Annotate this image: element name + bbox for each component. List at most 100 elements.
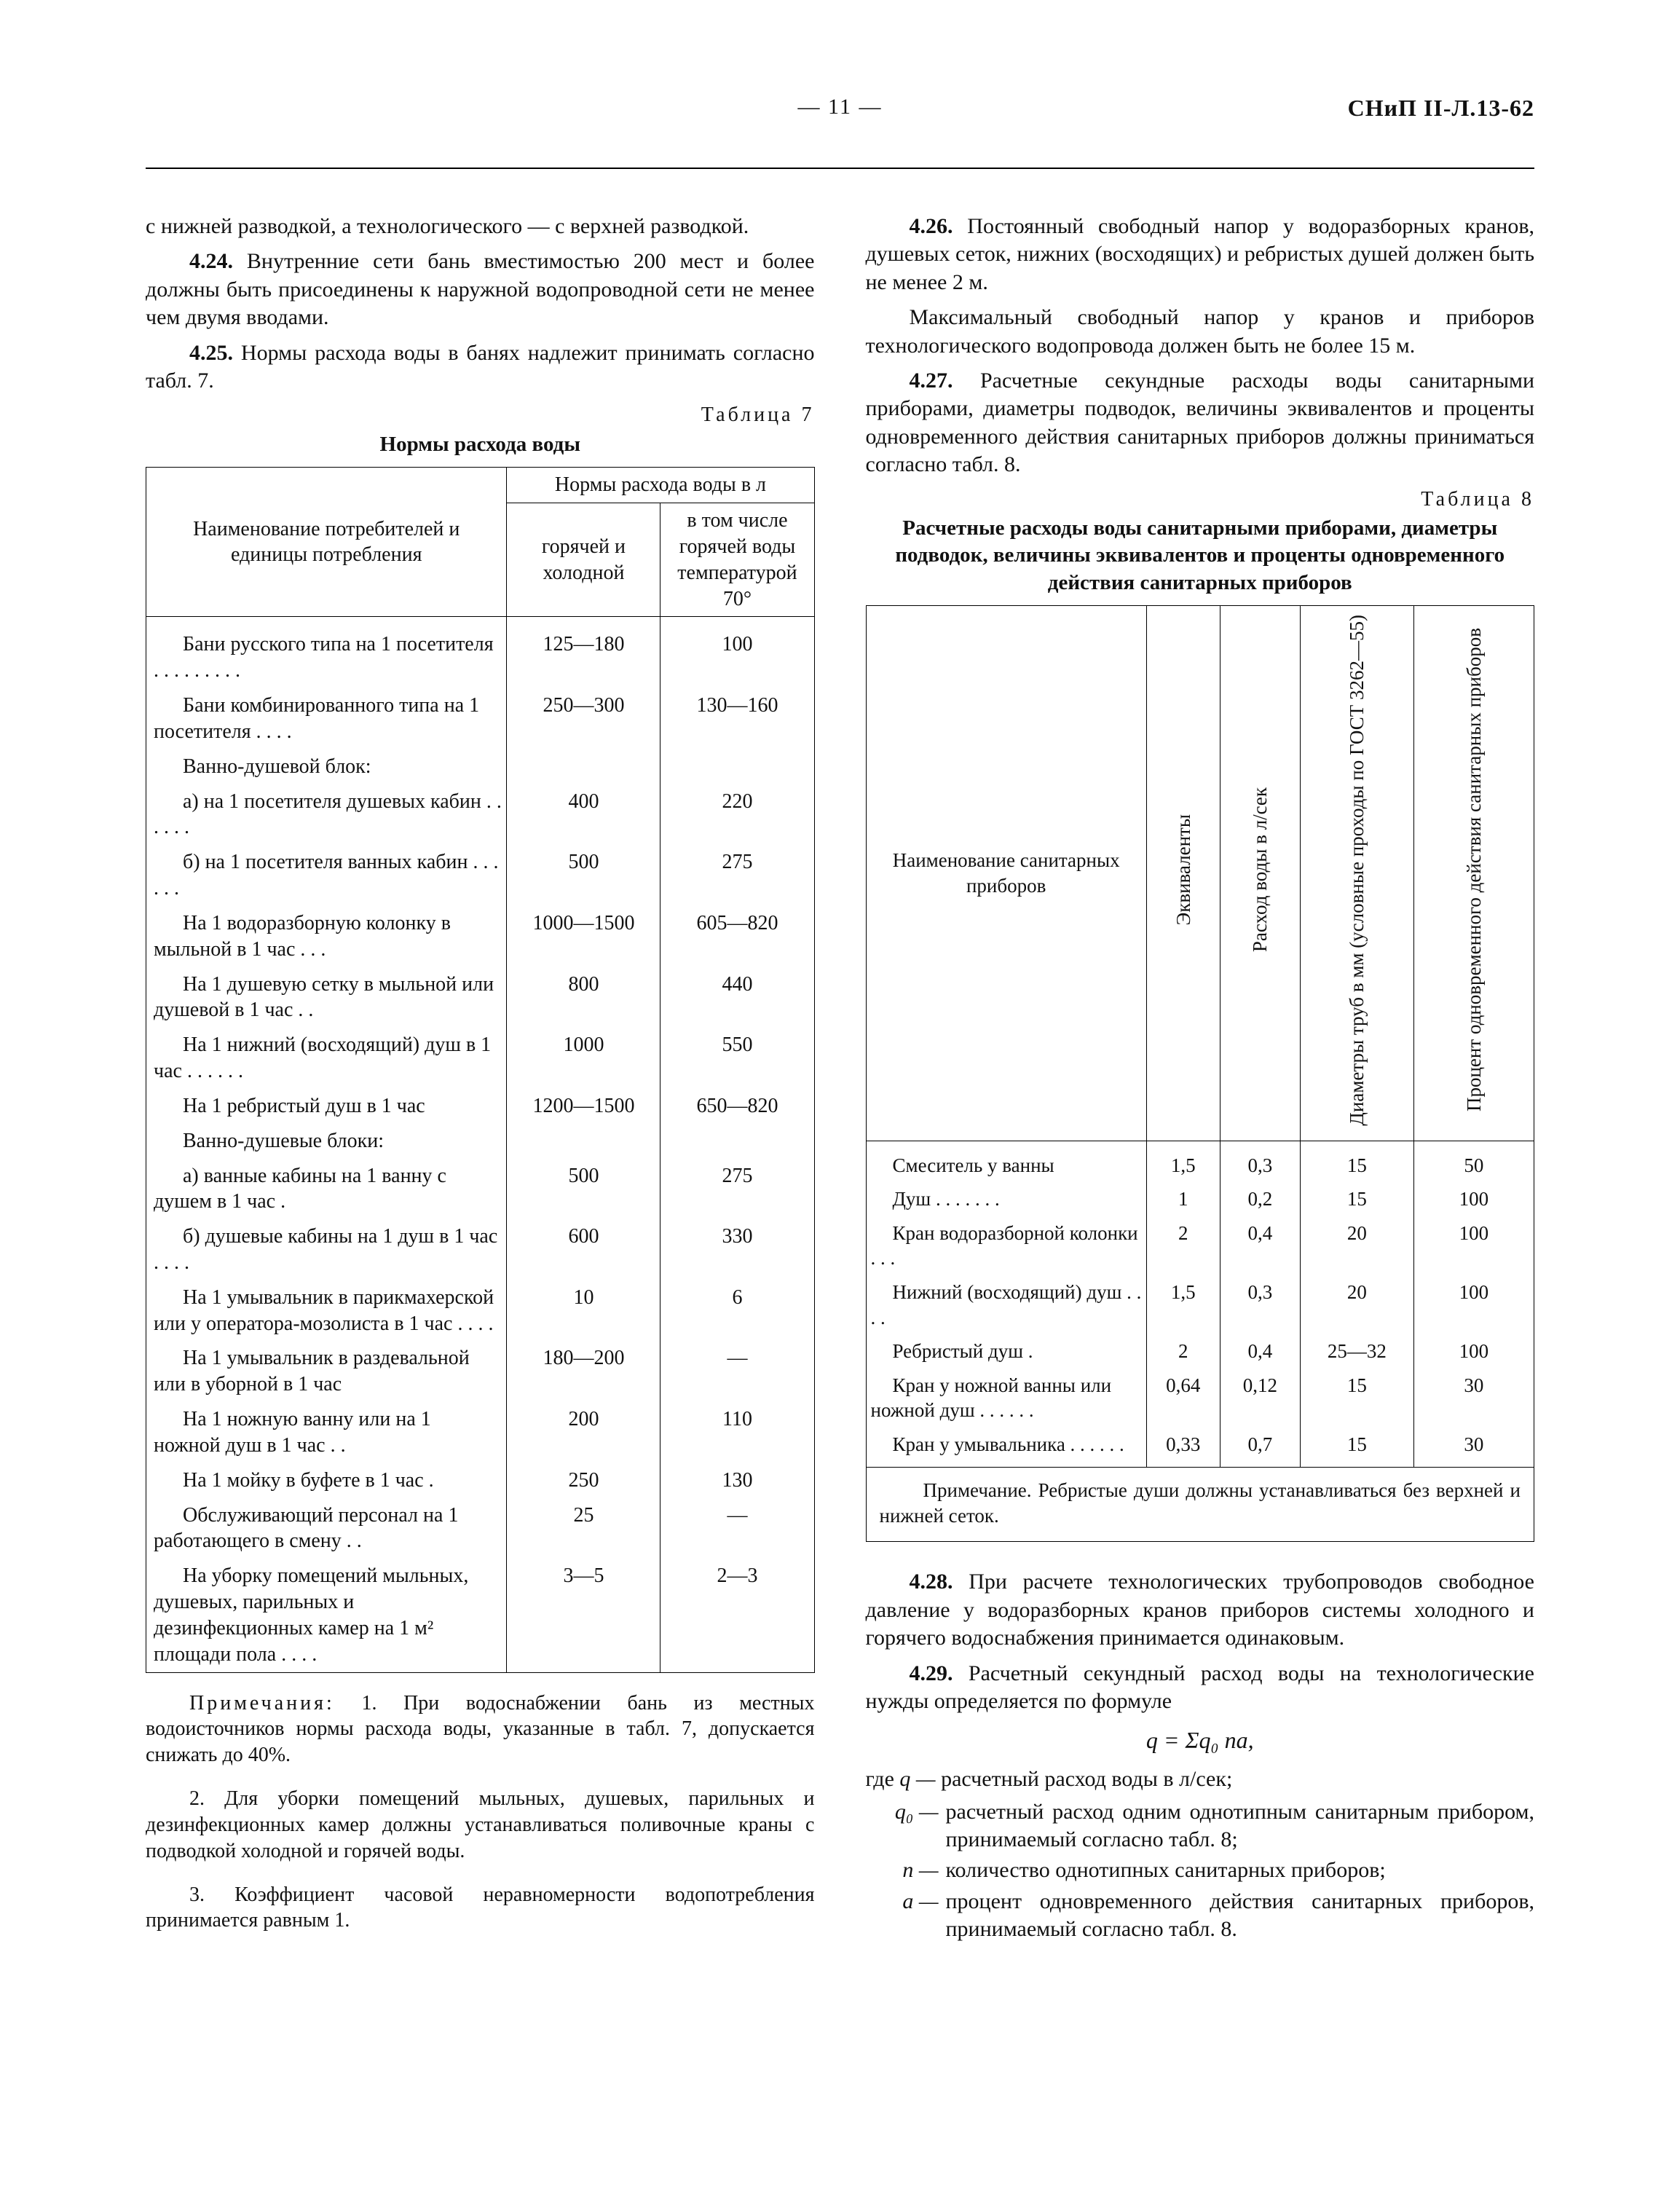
table-row: Кран водоразборной колонки . . .20,42010… (866, 1216, 1534, 1275)
cell: 20 (1300, 1216, 1413, 1275)
vhead-text: Эквиваленты (1173, 810, 1194, 930)
cell (660, 749, 814, 784)
cell: 605—820 (660, 906, 814, 967)
table-row: а) на 1 посетителя душевых кабин . . . .… (146, 784, 815, 846)
t7-head-name: Наименование потребителей и единицы потр… (146, 468, 507, 617)
note-text: 2. Для уборки помещений мыльных, душевых… (146, 1786, 815, 1864)
row-name: Ребристый душ . (866, 1334, 1146, 1369)
def-text: процент одновременного действия санитарн… (946, 1888, 1535, 1944)
def-row: a — процент одновременного действия сани… (866, 1888, 1535, 1944)
table-row: На 1 нижний (восходящий) душ в 1 час . .… (146, 1028, 815, 1089)
t8-head-c1: Эквиваленты (1146, 605, 1220, 1141)
cell: 1200—1500 (507, 1089, 660, 1124)
left-column: с нижней разводкой, а технологического —… (146, 213, 815, 1947)
row-name: На 1 водоразборную колонку в мыльной в 1… (146, 906, 507, 967)
para-number: 4.26. (910, 214, 953, 238)
cell: 0,12 (1220, 1369, 1300, 1428)
table-row: Кран у умывальника . . . . . .0,330,7153… (866, 1428, 1534, 1468)
cell: — (660, 1341, 814, 1402)
table-row: Нижний (восходящий) душ . . . .1,50,3201… (866, 1275, 1534, 1334)
cell: 550 (660, 1028, 814, 1089)
table-row: На 1 душевую сетку в мыльной или душевой… (146, 967, 815, 1028)
cell: 500 (507, 1159, 660, 1220)
para-number: 4.24. (189, 249, 233, 273)
cell: 30 (1413, 1428, 1534, 1468)
para-text: Нормы расхода воды в банях надлежит прин… (146, 341, 815, 393)
def-sym: a — (866, 1888, 939, 1944)
para-number: 4.25. (189, 341, 233, 365)
cell: 110 (660, 1402, 814, 1463)
def-row: n — количество однотипных санитарных при… (866, 1857, 1535, 1884)
row-name: а) ванные кабины на 1 ванну с душем в 1 … (146, 1159, 507, 1220)
t8-head-c4: Процент одновременного действия санитарн… (1413, 605, 1534, 1141)
cell: 0,4 (1220, 1216, 1300, 1275)
table-7: Наименование потребителей и единицы потр… (146, 467, 815, 1672)
cell: 1000—1500 (507, 906, 660, 967)
section-label: Ванно-душевые блоки: (146, 1124, 507, 1159)
para-4-24: 4.24. Внутренние сети бань вместимостью … (146, 248, 815, 331)
cell: 275 (660, 1159, 814, 1220)
row-name: На 1 умывальник в раздевальной или в убо… (146, 1341, 507, 1402)
t8-head-c3: Диаметры труб в мм (условные проходы по … (1300, 605, 1413, 1141)
cell: 800 (507, 967, 660, 1028)
cell: 1,5 (1146, 1275, 1220, 1334)
para-text: Расчетные секундные расходы воды санитар… (866, 369, 1535, 476)
cell: 100 (660, 617, 814, 688)
note-text: 3. Коэффициент часовой неравномерности в… (146, 1882, 815, 1934)
cell (660, 1124, 814, 1159)
row-name: Душ . . . . . . . (866, 1182, 1146, 1216)
def-sym: q₀ — (866, 1798, 939, 1854)
cell: 220 (660, 784, 814, 846)
cell: 500 (507, 845, 660, 906)
table-row: а) ванные кабины на 1 ванну с душем в 1 … (146, 1159, 815, 1220)
doc-code: СНиП II-Л.13-62 (1348, 93, 1534, 123)
table-8-title: Расчетные расходы воды санитарными прибо… (866, 515, 1535, 596)
vhead-text: Расход воды в л/сек (1250, 783, 1270, 956)
cell: 180—200 (507, 1341, 660, 1402)
row-name: На 1 ребристый душ в 1 час (146, 1089, 507, 1124)
table-8-note: Примечание. Ребристые души должны устана… (866, 1468, 1535, 1542)
cell (507, 749, 660, 784)
page: — 11 — СНиП II-Л.13-62 с нижней разводко… (0, 0, 1680, 2185)
table-row: На 1 мойку в буфете в 1 час .250130 (146, 1463, 815, 1498)
t7-head-c2: в том числе горячей воды температурой 70… (660, 503, 814, 617)
cell: 400 (507, 784, 660, 846)
section-label: Ванно-душевой блок: (146, 749, 507, 784)
t8-head-c2: Расход воды в л/сек (1220, 605, 1300, 1141)
table-row: Ванно-душевой блок: (146, 749, 815, 784)
cell: 2—3 (660, 1559, 814, 1672)
where-lead: где q — расчетный расход воды в л/сек; (866, 1765, 1535, 1793)
cell: 2 (1146, 1216, 1220, 1275)
para-4-28: 4.28. При расчете технологических трубоп… (866, 1568, 1535, 1652)
cell: 30 (1413, 1369, 1534, 1428)
cell: 20 (1300, 1275, 1413, 1334)
notes-lead: Примечания: (189, 1692, 335, 1714)
def-sym: q — (899, 1767, 935, 1791)
table-row: Ребристый душ .20,425—32100 (866, 1334, 1534, 1369)
t7-head-group: Нормы расхода воды в л (507, 468, 814, 503)
cell: 250—300 (507, 688, 660, 749)
cell: 0,33 (1146, 1428, 1220, 1468)
cell: 0,64 (1146, 1369, 1220, 1428)
table-8-label: Таблица 8 (866, 487, 1535, 513)
cell: 2 (1146, 1334, 1220, 1369)
table-row: На 1 ребристый душ в 1 час1200—1500650—8… (146, 1089, 815, 1124)
para-text: Расчетный секундный расход воды на техно… (866, 1661, 1535, 1713)
row-name: Бани русского типа на 1 посетителя . . .… (146, 617, 507, 688)
cell: 1000 (507, 1028, 660, 1089)
table-row: Обслуживающий персонал на 1 работающего … (146, 1498, 815, 1559)
formula: q = Σq₀ na, (866, 1725, 1535, 1755)
row-name: На 1 ножную ванну или на 1 ножной душ в … (146, 1402, 507, 1463)
row-name: На 1 умывальник в парикмахерской или у о… (146, 1280, 507, 1342)
def-text: расчетный расход одним однотипным санита… (946, 1798, 1535, 1854)
para-number: 4.28. (910, 1570, 953, 1594)
table-row: На 1 умывальник в парикмахерской или у о… (146, 1280, 815, 1342)
cell: 250 (507, 1463, 660, 1498)
cell: 25 (507, 1498, 660, 1559)
para-text: Внутренние сети бань вместимостью 200 ме… (146, 249, 815, 329)
para-4-26b: Максимальный свободный напор у кранов и … (866, 304, 1535, 360)
table-row: На уборку помещений мыльных, душевых, па… (146, 1559, 815, 1672)
para-text: При расчете технологических трубопроводо… (866, 1570, 1535, 1650)
cell: 0,4 (1220, 1334, 1300, 1369)
def-text: расчетный расход воды в л/сек; (941, 1767, 1232, 1791)
